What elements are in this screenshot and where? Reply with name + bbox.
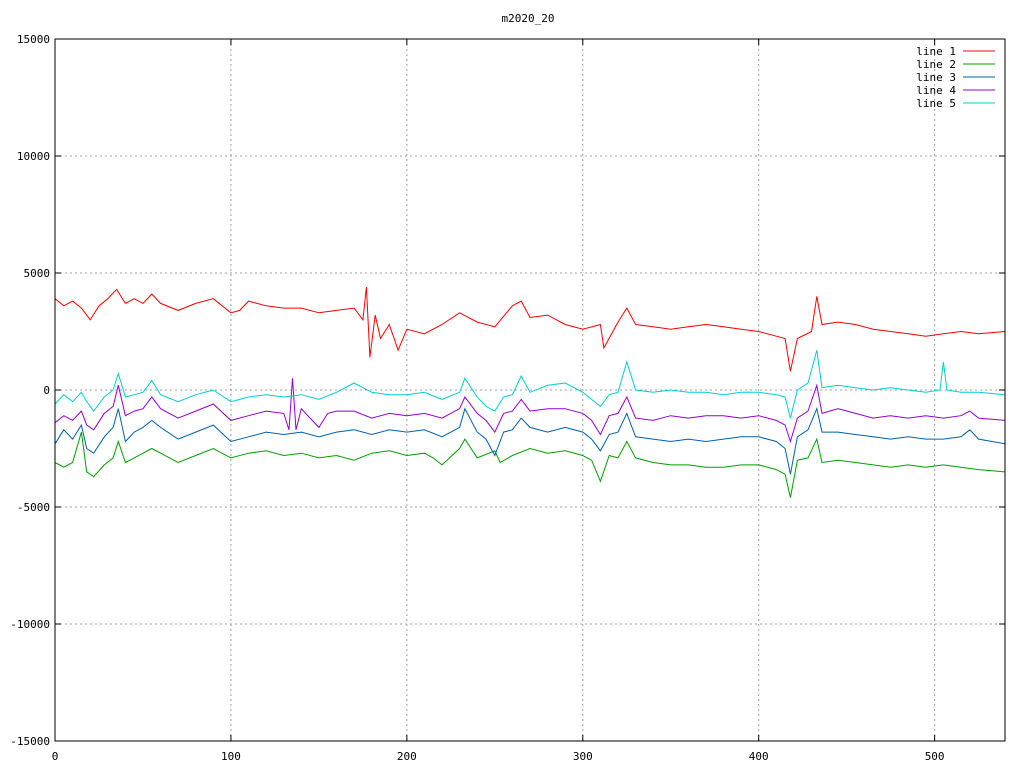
series-line-3 — [54, 407, 1006, 475]
y-tick-label: -10000 — [10, 618, 50, 631]
series-line-1 — [54, 286, 1006, 372]
legend-label-2: line 2 — [916, 58, 956, 71]
x-tick-label: 100 — [221, 750, 241, 763]
legend-label-1: line 1 — [916, 45, 956, 58]
legend-label-3: line 3 — [916, 71, 956, 84]
y-tick-label: -15000 — [10, 735, 50, 748]
x-tick-label: 0 — [52, 750, 59, 763]
legend-label-5: line 5 — [916, 97, 956, 110]
y-tick-label: 5000 — [24, 267, 51, 280]
series-line-5 — [54, 350, 1006, 419]
grid-lines — [55, 39, 1005, 741]
x-tick-label: 400 — [749, 750, 769, 763]
y-tick-label: 10000 — [17, 150, 50, 163]
x-tick-label: 500 — [925, 750, 945, 763]
x-tick-label: 200 — [397, 750, 417, 763]
series-line-2 — [54, 431, 1006, 498]
chart-title: m2020_20 — [502, 12, 555, 25]
x-tick-label: 300 — [573, 750, 593, 763]
y-tick-label: -5000 — [17, 501, 50, 514]
legend-label-4: line 4 — [916, 84, 956, 97]
series-line-4 — [54, 378, 1006, 444]
y-tick-label: 0 — [43, 384, 50, 397]
axis-ticks: 0 100 200 300 400 500 -15000 -10000 -5000 0 5000 10… — [10, 33, 1005, 763]
y-tick-label: 15000 — [17, 33, 50, 46]
series-group — [54, 286, 1006, 498]
